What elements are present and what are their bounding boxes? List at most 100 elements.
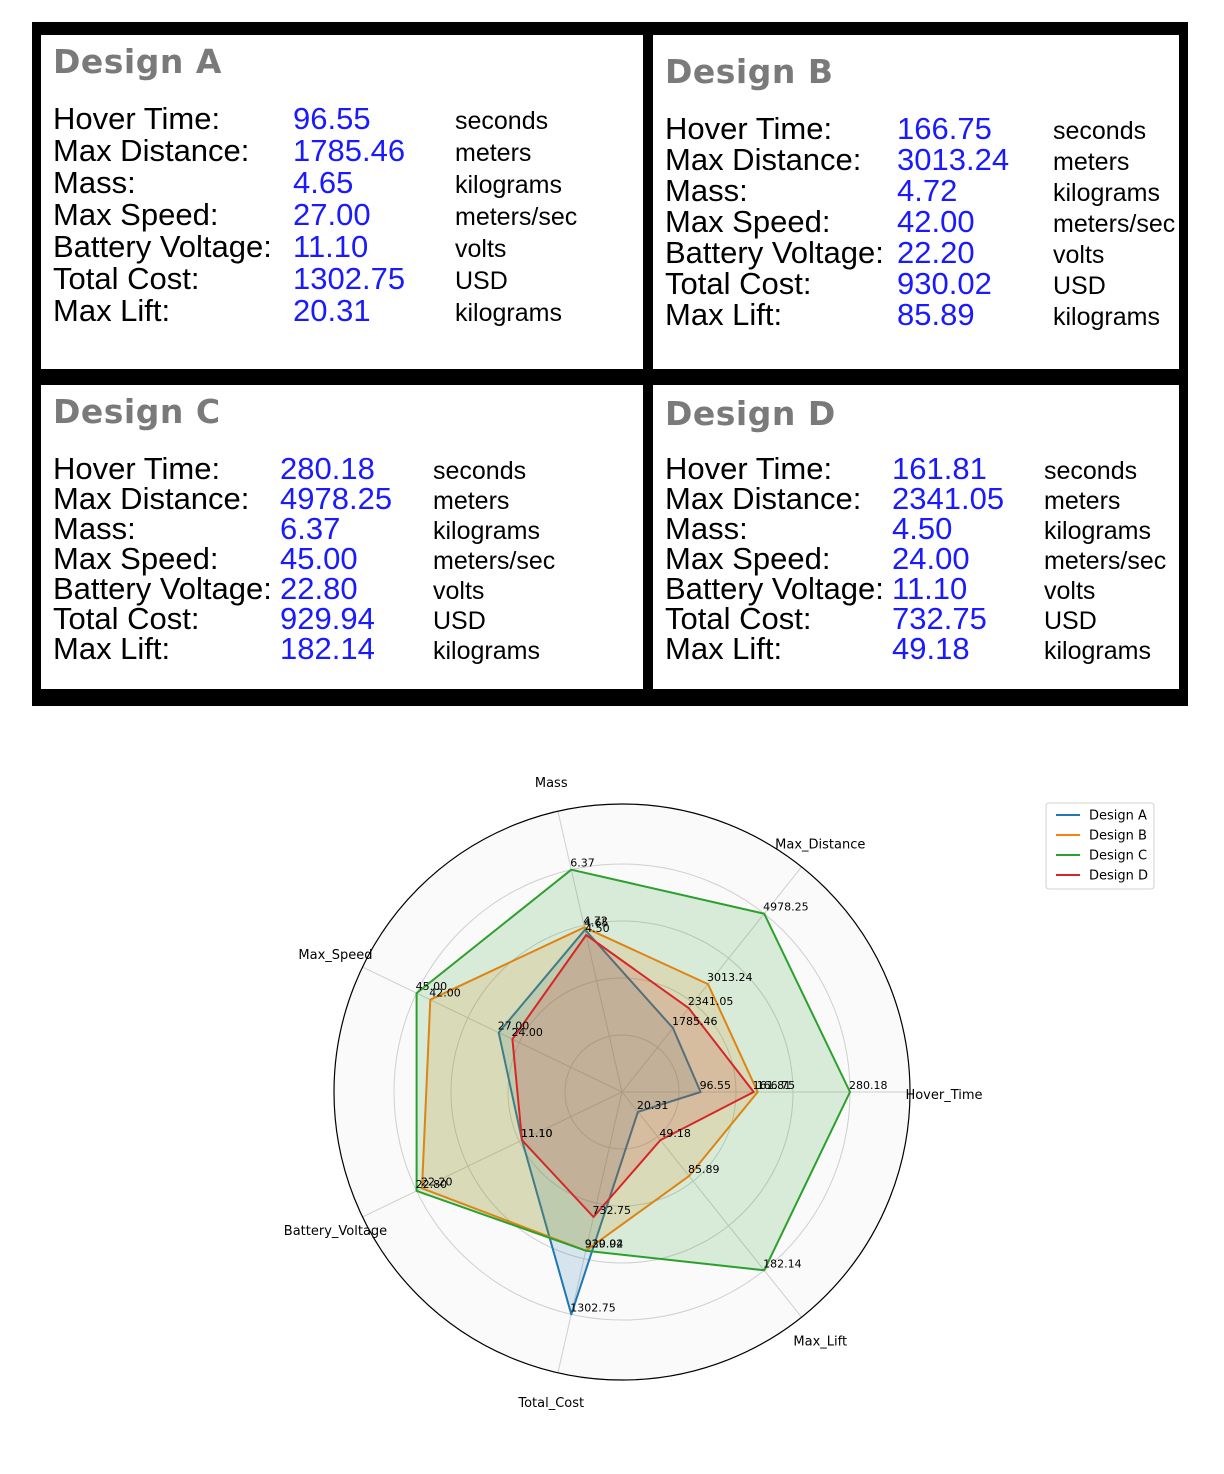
design-title: Design C — [53, 392, 221, 431]
metric-label: Total Cost: — [665, 266, 812, 301]
metric-unit: volts — [1053, 241, 1105, 269]
metric-label: Max Distance: — [53, 481, 250, 516]
metric-value: 24.00 — [892, 541, 970, 576]
axis-label-max-speed: Max_Speed — [298, 948, 372, 963]
metric-label: Battery Voltage: — [53, 571, 272, 606]
data-label: 161.81 — [753, 1079, 792, 1092]
metric-value: 166.75 — [897, 111, 992, 146]
design-title: Design D — [665, 394, 836, 433]
design-card-d: Design D Hover Time: 161.81 seconds Max Dist… — [648, 380, 1184, 694]
axis-label-battery-voltage: Battery_Voltage — [284, 1224, 387, 1239]
design-card-c: Design C Hover Time: 280.18 seconds Max Dist… — [36, 380, 648, 694]
grid-spoke — [362, 966, 623, 1093]
design-card-b: Design B Hover Time: 166.75 seconds Max Dist… — [648, 30, 1184, 374]
axis-label-hover-time: Hover_Time — [905, 1088, 982, 1103]
metric-row-max-lift: Max Lift: 85.89 kilograms — [665, 299, 1191, 331]
metric-unit: volts — [433, 577, 485, 605]
design-title: Design A — [53, 42, 222, 81]
metric-label: Battery Voltage: — [665, 235, 884, 270]
data-label: 22.20 — [421, 1175, 453, 1188]
metric-label: Max Distance: — [665, 142, 862, 177]
metric-value: 161.81 — [892, 451, 987, 486]
metric-unit: kilograms — [1053, 179, 1160, 207]
metric-unit: kilograms — [1053, 303, 1160, 331]
data-label: 85.89 — [688, 1163, 720, 1176]
axis-label-max-lift: Max_Lift — [793, 1335, 847, 1350]
metric-value: 929.94 — [280, 601, 375, 636]
metric-value: 6.37 — [280, 511, 341, 546]
metric-unit: USD — [1053, 272, 1106, 300]
data-label: 4.72 — [583, 914, 608, 927]
data-label: 1785.46 — [672, 1015, 718, 1028]
metric-value: 20.31 — [293, 293, 371, 328]
metric-row-total-cost: Total Cost: 930.02 USD — [665, 268, 1191, 300]
metric-row-max-speed: Max Speed: 27.00 meters/sec — [53, 199, 655, 231]
metric-row-total-cost: Total Cost: 732.75 USD — [665, 603, 1191, 635]
data-label: 166.75 — [757, 1079, 796, 1092]
metric-row-hover-time: Hover Time: 161.81 seconds — [665, 453, 1191, 485]
metric-label: Hover Time: — [665, 111, 833, 146]
metric-unit: meters/sec — [1053, 210, 1176, 238]
metric-label: Mass: — [53, 165, 136, 200]
metric-label: Max Lift: — [53, 631, 171, 666]
metric-label: Mass: — [665, 173, 748, 208]
metric-value: 4.50 — [892, 511, 953, 546]
metric-value: 27.00 — [293, 197, 371, 232]
data-label: 11.10 — [521, 1127, 553, 1140]
metric-label: Mass: — [665, 511, 748, 546]
data-label: 22.80 — [416, 1178, 448, 1191]
legend-entry: Design C — [1089, 849, 1147, 864]
radar-chart: 96.55 1785.46 4.65 27.00 11.10 1302.75 20.31 16… — [284, 776, 1155, 1411]
series-area-design-c — [415, 868, 851, 1272]
data-label: 11.10 — [521, 1127, 553, 1140]
grid-spoke — [362, 1091, 623, 1218]
metric-value: 85.89 — [897, 297, 975, 332]
legend-entry: Design A — [1089, 809, 1147, 824]
data-label: 280.18 — [849, 1079, 888, 1092]
metric-value: 96.55 — [293, 101, 371, 136]
metric-row-hover-time: Hover Time: 166.75 seconds — [665, 113, 1191, 145]
metric-value: 11.10 — [293, 229, 369, 264]
metric-label: Hover Time: — [53, 451, 221, 486]
metric-row-mass: Mass: 4.50 kilograms — [665, 513, 1191, 545]
metric-value: 182.14 — [280, 631, 375, 666]
metric-row-mass: Mass: 4.72 kilograms — [665, 175, 1191, 207]
data-label: 49.18 — [659, 1127, 691, 1140]
data-label: 96.55 — [700, 1079, 732, 1092]
metric-unit: seconds — [1053, 117, 1147, 145]
metric-value: 4978.25 — [280, 481, 393, 516]
metric-row-max-lift: Max Lift: 20.31 kilograms — [53, 295, 655, 327]
legend-entry: Design D — [1089, 869, 1148, 884]
metric-row-hover-time: Hover Time: 96.55 seconds — [53, 103, 655, 135]
metric-row-max-distance: Max Distance: 2341.05 meters — [665, 483, 1191, 515]
data-label: 27.00 — [498, 1020, 529, 1033]
series-area-design-d — [511, 934, 755, 1218]
metric-label: Battery Voltage: — [53, 229, 272, 264]
metric-row-max-lift: Max Lift: 182.14 kilograms — [53, 633, 655, 665]
metric-value: 930.02 — [897, 266, 992, 301]
metric-row-battery-voltage: Battery Voltage: 22.20 volts — [665, 237, 1191, 269]
metric-row-battery-voltage: Battery Voltage: 22.80 volts — [53, 573, 655, 605]
metric-unit: meters — [433, 487, 510, 515]
metric-value: 11.10 — [892, 571, 968, 606]
data-label: 4978.25 — [763, 901, 809, 914]
metric-unit: USD — [433, 607, 486, 635]
metric-unit: volts — [1044, 577, 1096, 605]
axis-label-max-distance: Max_Distance — [775, 837, 865, 852]
metric-unit: kilograms — [433, 637, 540, 665]
data-label: 182.14 — [763, 1257, 802, 1270]
metric-label: Hover Time: — [53, 101, 221, 136]
metric-row-max-distance: Max Distance: 4978.25 meters — [53, 483, 655, 515]
data-label: 929.94 — [585, 1238, 624, 1251]
metric-label: Max Lift: — [665, 297, 783, 332]
legend-entry: Design B — [1089, 829, 1147, 844]
metric-label: Total Cost: — [53, 601, 200, 636]
metric-row-max-distance: Max Distance: 1785.46 meters — [53, 135, 655, 167]
metric-unit: USD — [455, 267, 508, 295]
data-label: 24.00 — [511, 1026, 543, 1039]
metric-value: 732.75 — [892, 601, 987, 636]
metric-label: Max Speed: — [665, 204, 831, 239]
design-card-a: Design A Hover Time: 96.55 seconds Max Dista… — [36, 30, 648, 374]
axis-label-mass: Mass — [535, 776, 568, 791]
metric-unit: meters — [1044, 487, 1121, 515]
